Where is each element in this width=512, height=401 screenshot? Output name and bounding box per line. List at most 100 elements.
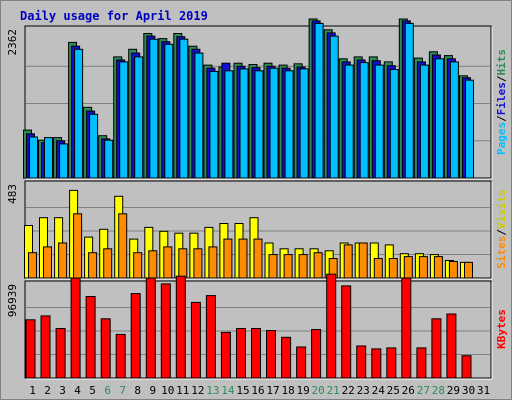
bar-sites-day-2 bbox=[43, 246, 52, 279]
bar-sites-day-20 bbox=[313, 252, 323, 279]
bar-sites-day-6 bbox=[103, 248, 113, 279]
bar-kbytes-day-18 bbox=[281, 336, 292, 379]
bar-pages-day-22 bbox=[344, 64, 354, 179]
bar-kbytes-day-3 bbox=[55, 328, 66, 379]
bar-pages-day-8 bbox=[134, 56, 144, 179]
legend-hits: Hits bbox=[495, 49, 508, 76]
bar-pages-day-2 bbox=[44, 137, 53, 179]
x-tick-label-day-8: 8 bbox=[134, 384, 141, 397]
bar-pages-day-16 bbox=[254, 70, 264, 179]
bar-kbytes-day-7 bbox=[115, 333, 126, 379]
x-tick-label-day-1: 1 bbox=[29, 384, 36, 397]
x-tick-label-day-23: 23 bbox=[357, 384, 370, 397]
bar-pages-day-13 bbox=[209, 70, 219, 179]
bar-sites-day-11 bbox=[178, 248, 188, 279]
bar-pages-day-1 bbox=[29, 136, 38, 179]
bar-kbytes-day-10 bbox=[160, 283, 171, 379]
bar-pages-day-9 bbox=[149, 38, 159, 179]
bar-sites-day-15 bbox=[238, 238, 248, 279]
bar-kbytes-day-14 bbox=[220, 331, 231, 379]
bar-pages-day-20 bbox=[314, 22, 324, 179]
bar-kbytes-day-26 bbox=[401, 277, 412, 379]
x-tick-label-day-9: 9 bbox=[149, 384, 156, 397]
bar-pages-day-6 bbox=[104, 139, 114, 179]
bar-pages-day-14 bbox=[224, 70, 234, 179]
bar-sites-day-25 bbox=[388, 258, 398, 279]
visits_panel-ymax-label: 483 bbox=[6, 184, 19, 204]
hits_panel-ymax-label: 2362 bbox=[6, 29, 19, 56]
bar-sites-day-7 bbox=[118, 213, 128, 279]
kbytes_panel-legend: KBytes bbox=[495, 309, 508, 349]
bar-sites-day-12 bbox=[193, 248, 203, 279]
bar-kbytes-day-30 bbox=[461, 355, 472, 379]
legend-pages: Pages bbox=[495, 122, 508, 155]
bar-pages-day-12 bbox=[194, 52, 204, 179]
bar-sites-day-16 bbox=[253, 238, 263, 279]
bar-sites-day-1 bbox=[28, 252, 37, 279]
bar-sites-day-18 bbox=[283, 254, 293, 279]
bar-kbytes-day-21 bbox=[326, 273, 337, 379]
x-tick-label-day-2: 2 bbox=[44, 384, 51, 397]
kbytes_panel-ymax-label: 96939 bbox=[6, 284, 19, 317]
x-tick-label-day-20: 20 bbox=[311, 384, 324, 397]
x-tick-label-day-16: 16 bbox=[251, 384, 264, 397]
bar-kbytes-day-5 bbox=[85, 296, 96, 379]
legend-kbytes: KBytes bbox=[495, 309, 508, 349]
x-tick-label-day-4: 4 bbox=[74, 384, 81, 397]
x-tick-label-day-22: 22 bbox=[342, 384, 355, 397]
bar-sites-day-30 bbox=[464, 261, 473, 279]
bar-kbytes-day-12 bbox=[190, 301, 201, 379]
x-tick-label-day-30: 30 bbox=[462, 384, 475, 397]
bar-pages-day-3 bbox=[59, 143, 69, 179]
bar-kbytes-day-29 bbox=[446, 313, 457, 379]
bar-sites-day-14 bbox=[223, 238, 233, 279]
bar-sites-day-13 bbox=[208, 246, 218, 279]
bar-kbytes-day-25 bbox=[386, 347, 397, 379]
bar-kbytes-day-22 bbox=[341, 285, 352, 379]
hits_panel-legend: Pages/Files/Hits bbox=[495, 49, 508, 155]
x-tick-label-day-31: 31 bbox=[477, 384, 490, 397]
bar-sites-day-29 bbox=[448, 261, 458, 279]
bar-kbytes-day-17 bbox=[266, 330, 276, 379]
bar-sites-day-4 bbox=[73, 213, 83, 279]
bar-pages-day-24 bbox=[374, 64, 384, 179]
bar-pages-day-10 bbox=[164, 43, 174, 179]
x-tick-label-day-10: 10 bbox=[161, 384, 174, 397]
bar-kbytes-day-13 bbox=[205, 295, 216, 379]
x-tick-label-day-11: 11 bbox=[176, 384, 189, 397]
bar-kbytes-day-23 bbox=[356, 345, 367, 379]
bar-kbytes-day-9 bbox=[145, 277, 156, 379]
bar-pages-day-11 bbox=[179, 38, 189, 179]
bar-sites-day-23 bbox=[358, 242, 368, 279]
x-tick-label-day-18: 18 bbox=[281, 384, 294, 397]
bar-sites-day-17 bbox=[268, 254, 278, 279]
bar-pages-day-23 bbox=[359, 62, 369, 179]
bar-sites-day-10 bbox=[163, 246, 173, 279]
x-tick-label-day-27: 27 bbox=[417, 384, 430, 397]
bar-sites-day-8 bbox=[133, 252, 143, 279]
bar-kbytes-day-19 bbox=[296, 346, 307, 379]
legend-visits: Visits bbox=[495, 189, 508, 229]
x-tick-label-day-15: 15 bbox=[236, 384, 249, 397]
bar-sites-day-28 bbox=[433, 256, 443, 279]
bar-pages-day-26 bbox=[404, 22, 414, 179]
bar-pages-day-29 bbox=[449, 61, 459, 179]
x-tick-label-day-25: 25 bbox=[387, 384, 400, 397]
x-tick-label-day-26: 26 bbox=[402, 384, 415, 397]
x-tick-label-day-17: 17 bbox=[266, 384, 279, 397]
x-tick-label-day-7: 7 bbox=[119, 384, 126, 397]
bar-sites-day-5 bbox=[88, 252, 98, 279]
x-tick-label-day-19: 19 bbox=[296, 384, 309, 397]
x-tick-label-day-29: 29 bbox=[447, 384, 460, 397]
bar-pages-day-5 bbox=[89, 113, 99, 179]
bar-kbytes-day-4 bbox=[70, 277, 81, 379]
legend-separator: / bbox=[495, 75, 508, 82]
bar-pages-day-21 bbox=[329, 35, 339, 179]
bar-kbytes-day-6 bbox=[100, 318, 111, 379]
x-tick-label-day-3: 3 bbox=[59, 384, 66, 397]
x-tick-label-day-12: 12 bbox=[191, 384, 204, 397]
bar-sites-day-3 bbox=[58, 242, 68, 279]
bar-kbytes-day-15 bbox=[236, 328, 246, 379]
